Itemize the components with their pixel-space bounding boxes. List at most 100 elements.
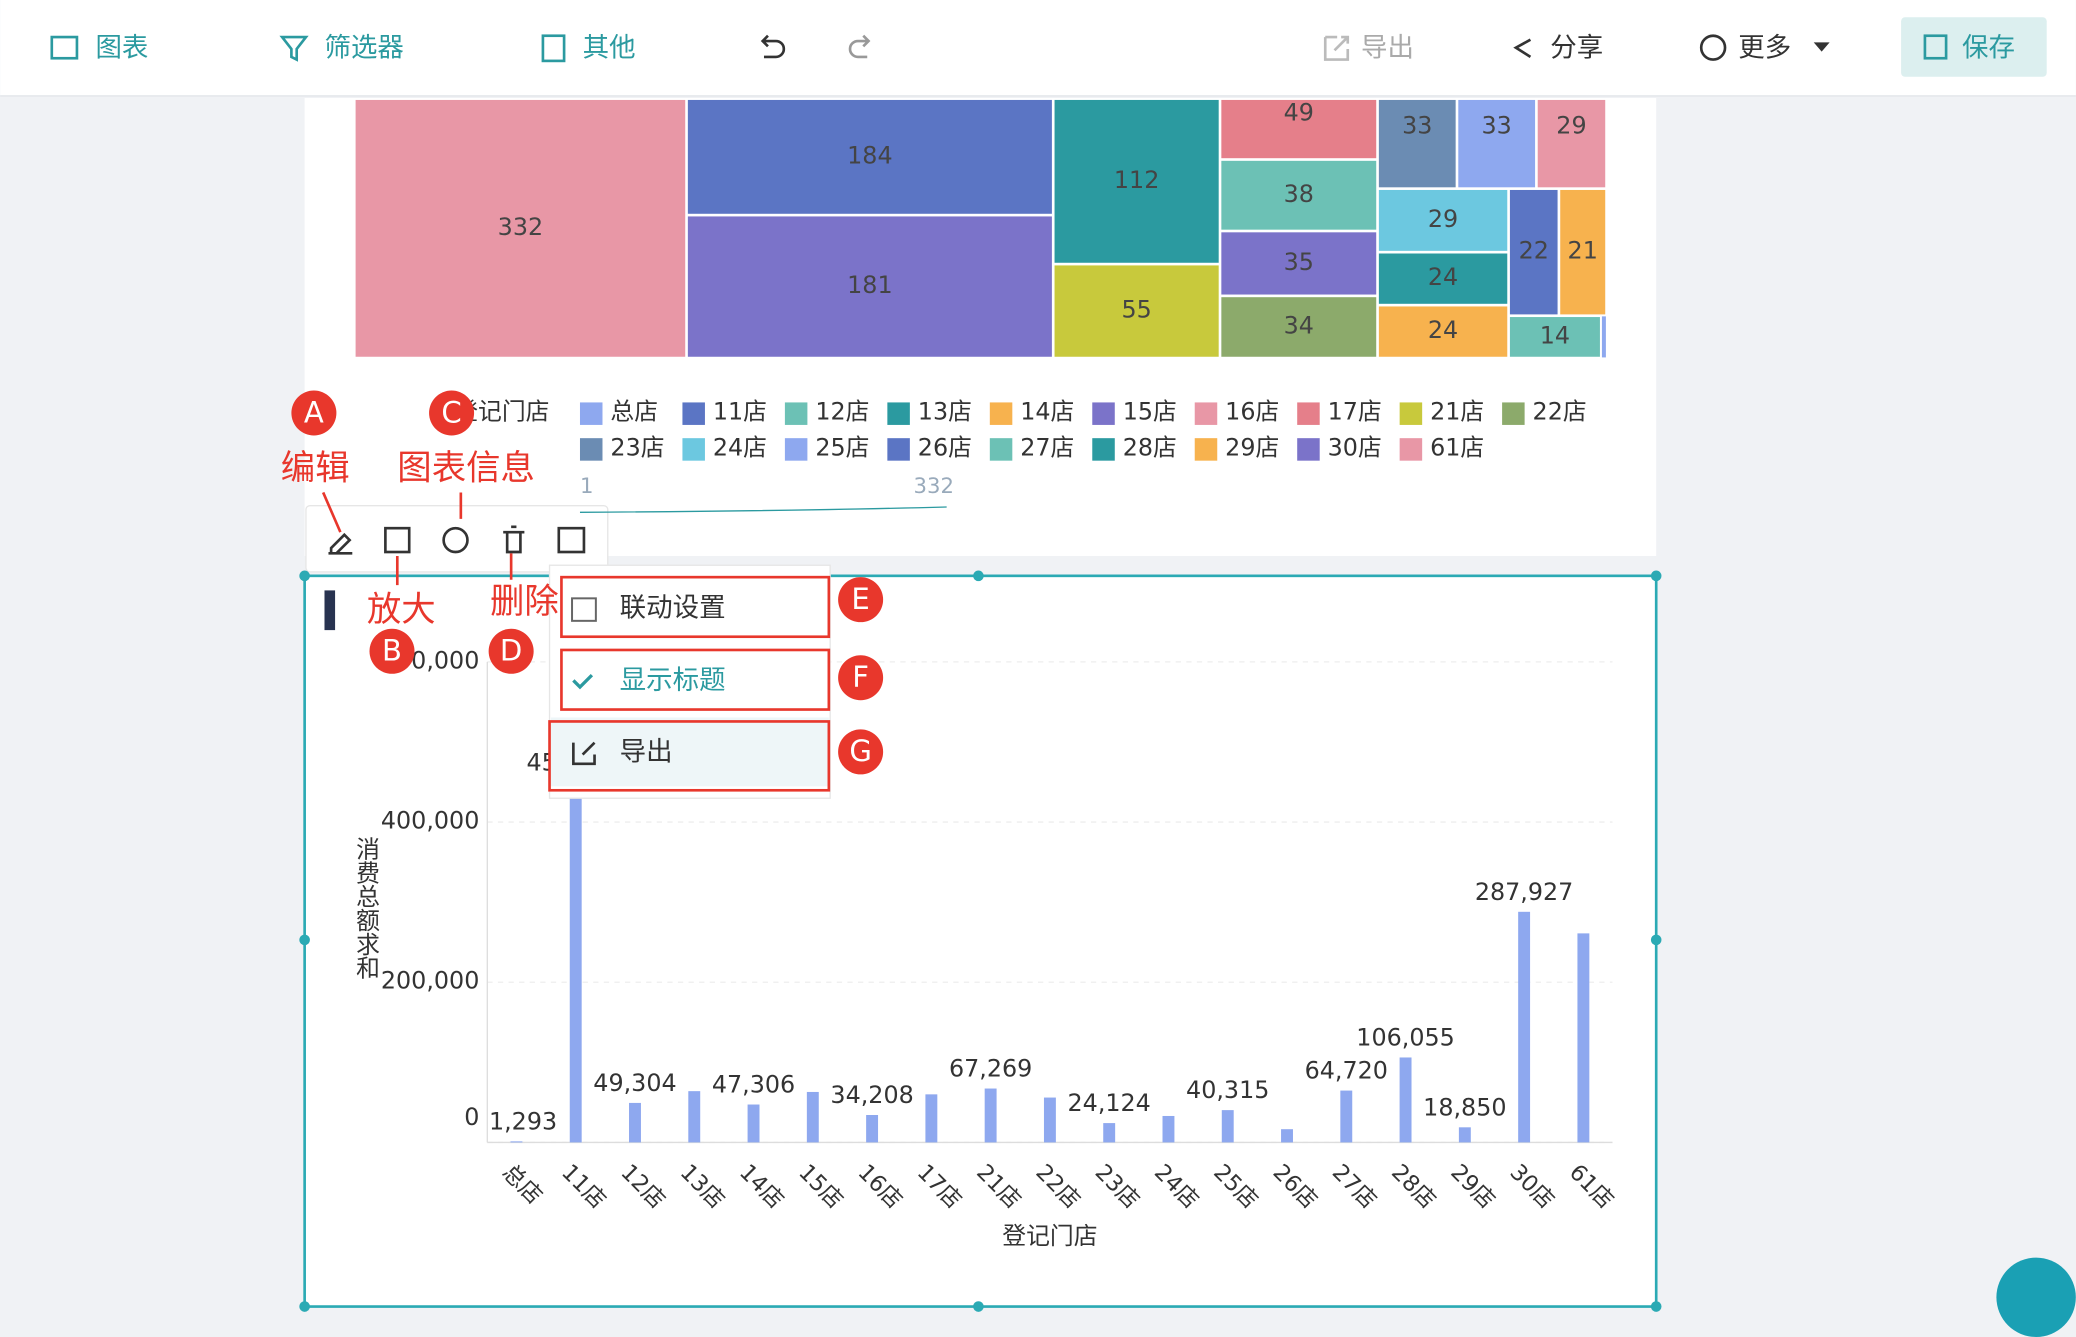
treemap-tile[interactable]: [1053, 264, 1221, 359]
bar[interactable]: [866, 1115, 879, 1143]
chart-icon[interactable]: [50, 35, 79, 60]
treemap-tile[interactable]: [1220, 230, 1378, 296]
treemap-tile[interactable]: [1220, 98, 1378, 160]
legend-label[interactable]: 27店: [1020, 433, 1074, 461]
legend-swatch[interactable]: [784, 402, 808, 425]
resize-handle[interactable]: [1650, 1301, 1662, 1312]
more-tool[interactable]: [557, 526, 586, 554]
legend-swatch[interactable]: [989, 402, 1013, 425]
legend-swatch[interactable]: [887, 438, 910, 461]
bar[interactable]: [747, 1104, 760, 1143]
legend-swatch[interactable]: [1092, 438, 1115, 461]
resize-handle[interactable]: [299, 1301, 310, 1312]
legend-label[interactable]: 21店: [1430, 398, 1484, 426]
legend-swatch[interactable]: [1399, 438, 1423, 461]
legend-swatch[interactable]: [1194, 402, 1218, 425]
legend-label[interactable]: 15店: [1123, 398, 1177, 426]
zoom-tool[interactable]: [384, 526, 411, 554]
legend-swatch[interactable]: [682, 438, 705, 461]
bar[interactable]: [806, 1091, 819, 1143]
treemap-tile[interactable]: [1377, 188, 1509, 253]
bar[interactable]: [1458, 1127, 1471, 1143]
legend-label[interactable]: 30店: [1328, 433, 1382, 461]
legend-label[interactable]: 23店: [610, 433, 664, 461]
resize-handle[interactable]: [299, 934, 310, 946]
legend-swatch[interactable]: [1502, 402, 1525, 425]
bar[interactable]: [510, 1141, 523, 1143]
legend-swatch[interactable]: [784, 438, 808, 461]
treemap-tile[interactable]: [1377, 305, 1509, 359]
treemap-tile[interactable]: [1508, 188, 1559, 316]
toolbar-item[interactable]: 图表: [95, 32, 148, 63]
edit-tool[interactable]: [328, 532, 353, 555]
legend-label[interactable]: 28店: [1123, 433, 1177, 461]
menu-item[interactable]: 导出: [620, 737, 673, 768]
legend-label[interactable]: 14店: [1020, 398, 1074, 426]
legend-label[interactable]: 12店: [815, 398, 869, 426]
toolbar-item[interactable]: 保存: [1962, 32, 2015, 63]
toolbar-item[interactable]: 分享: [1550, 32, 1603, 63]
menu-item[interactable]: 联动设置: [620, 592, 726, 623]
bar[interactable]: [629, 1102, 641, 1143]
legend-label[interactable]: 24店: [713, 433, 767, 461]
treemap-tile[interactable]: [1536, 98, 1607, 189]
treemap-tile[interactable]: [1558, 188, 1607, 316]
bar[interactable]: [1281, 1129, 1293, 1143]
treemap-tile[interactable]: [1220, 295, 1378, 359]
legend-swatch[interactable]: [887, 402, 910, 425]
bar[interactable]: [688, 1091, 701, 1143]
legend-label[interactable]: 16店: [1225, 398, 1279, 426]
legend-swatch[interactable]: [1297, 438, 1320, 461]
treemap-tile[interactable]: [1377, 252, 1509, 306]
more-arrow[interactable]: [1813, 42, 1830, 52]
toolbar-item[interactable]: 筛选器: [324, 32, 403, 63]
legend-label[interactable]: 61店: [1430, 433, 1484, 461]
filter-icon[interactable]: [279, 35, 309, 62]
legend-label[interactable]: 29店: [1225, 433, 1279, 461]
toolbar-item[interactable]: 其他: [583, 32, 636, 63]
resize-handle[interactable]: [973, 1301, 984, 1312]
legend-label[interactable]: 25店: [815, 433, 869, 461]
resize-handle[interactable]: [1650, 570, 1662, 582]
legend-label[interactable]: 13店: [918, 398, 972, 426]
legend-label[interactable]: 26店: [918, 433, 972, 461]
legend-label[interactable]: 11店: [713, 398, 767, 426]
legend-swatch[interactable]: [1297, 402, 1320, 425]
info-tool[interactable]: [442, 526, 469, 554]
treemap-tile[interactable]: [1053, 98, 1221, 265]
legend-swatch[interactable]: [1092, 402, 1115, 425]
legend-swatch[interactable]: [579, 438, 603, 461]
help-button[interactable]: [1996, 1257, 2076, 1337]
toolbar-item[interactable]: 更多: [1738, 32, 1791, 63]
legend-swatch[interactable]: [579, 402, 603, 425]
bar[interactable]: [1162, 1115, 1175, 1143]
other-icon[interactable]: [541, 34, 566, 63]
treemap-tile[interactable]: [1456, 98, 1537, 189]
legend-label[interactable]: 22店: [1533, 398, 1587, 426]
bar[interactable]: [569, 780, 582, 1143]
bar[interactable]: [1221, 1110, 1234, 1143]
toolbar-item[interactable]: 导出: [1361, 32, 1414, 63]
legend-swatch[interactable]: [989, 438, 1013, 461]
export-icon[interactable]: [1323, 35, 1350, 61]
bar[interactable]: [1340, 1090, 1353, 1143]
share-icon[interactable]: [1513, 38, 1532, 59]
redo-icon[interactable]: [848, 34, 871, 59]
legend-swatch[interactable]: [1194, 438, 1218, 461]
legend-label[interactable]: 17店: [1328, 398, 1382, 426]
bar[interactable]: [1043, 1097, 1056, 1143]
more-icon[interactable]: [1699, 34, 1727, 61]
resize-handle[interactable]: [973, 570, 984, 582]
resize-handle[interactable]: [299, 570, 310, 582]
bar[interactable]: [1103, 1123, 1116, 1143]
legend-swatch[interactable]: [1399, 402, 1423, 425]
treemap-tile[interactable]: [686, 98, 1054, 216]
menu-item[interactable]: 显示标题: [620, 665, 726, 696]
bar[interactable]: [1577, 933, 1590, 1143]
resize-handle[interactable]: [1650, 934, 1662, 946]
legend-swatch[interactable]: [682, 402, 705, 425]
bar[interactable]: [1518, 911, 1531, 1143]
treemap-tile[interactable]: [354, 98, 687, 359]
bar[interactable]: [925, 1094, 938, 1143]
treemap-tile[interactable]: [1220, 159, 1378, 231]
